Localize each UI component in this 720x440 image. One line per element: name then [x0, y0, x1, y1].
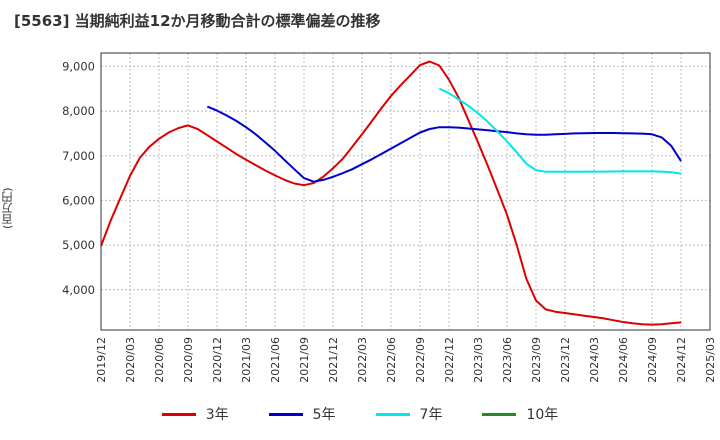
- x-tick-label: 2024/06: [617, 337, 630, 383]
- x-tick-label: 2020/03: [124, 337, 137, 383]
- x-tick-label: 2022/06: [385, 337, 398, 383]
- x-tick-label: 2021/06: [269, 337, 282, 383]
- x-tick-label: 2021/03: [240, 337, 253, 383]
- plot-border: [100, 52, 711, 331]
- plot-area: [100, 52, 711, 331]
- x-tick-label: 2022/09: [414, 337, 427, 383]
- x-tick-label: 2023/12: [559, 337, 572, 383]
- y-tick-label: 7,000: [62, 149, 95, 163]
- x-tick-label: 2020/12: [211, 337, 224, 383]
- legend-item: 10年: [482, 404, 558, 424]
- x-tick-label: 2023/03: [472, 337, 485, 383]
- legend-item: 3年: [161, 404, 229, 424]
- y-tick-label: 8,000: [62, 104, 95, 118]
- x-tick-label: 2021/09: [298, 337, 311, 383]
- x-tick-label: 2022/12: [443, 337, 456, 383]
- y-tick-label: 5,000: [62, 238, 95, 252]
- x-tick-label: 2020/09: [182, 337, 195, 383]
- legend-item: 5年: [268, 404, 336, 424]
- x-tick-label: 2022/03: [356, 337, 369, 383]
- legend-label: 5年: [312, 407, 336, 423]
- x-tick-label: 2024/09: [646, 337, 659, 383]
- x-tick-label: 2024/03: [588, 337, 601, 383]
- x-tick-label: 2021/12: [327, 337, 340, 383]
- legend-item: 7年: [375, 404, 443, 424]
- legend-swatch: [375, 412, 410, 416]
- series-line-7年: [438, 87, 682, 175]
- legend-label: 7年: [419, 407, 443, 423]
- series-line-3年: [100, 60, 682, 326]
- series-line-5年: [206, 105, 682, 183]
- legend-swatch: [482, 412, 517, 416]
- x-tick-label: 2024/12: [675, 337, 688, 383]
- y-tick-label: 6,000: [62, 193, 95, 207]
- y-tick-label: 9,000: [62, 59, 95, 73]
- x-tick-label: 2025/03: [704, 337, 717, 383]
- legend-label: 3年: [205, 407, 229, 423]
- legend-swatch: [161, 412, 196, 416]
- x-tick-label: 2020/06: [153, 337, 166, 383]
- y-tick-label: 4,000: [62, 283, 95, 297]
- legend-label: 10年: [526, 407, 559, 423]
- legend: 3年 5年 7年 10年: [0, 404, 720, 424]
- legend-swatch: [268, 412, 303, 416]
- x-tick-label: 2019/12: [95, 337, 108, 383]
- x-tick-label: 2023/09: [530, 337, 543, 383]
- x-tick-label: 2023/06: [501, 337, 514, 383]
- chart-title: [5563] 当期純利益12か月移動合計の標準偏差の推移: [14, 12, 381, 30]
